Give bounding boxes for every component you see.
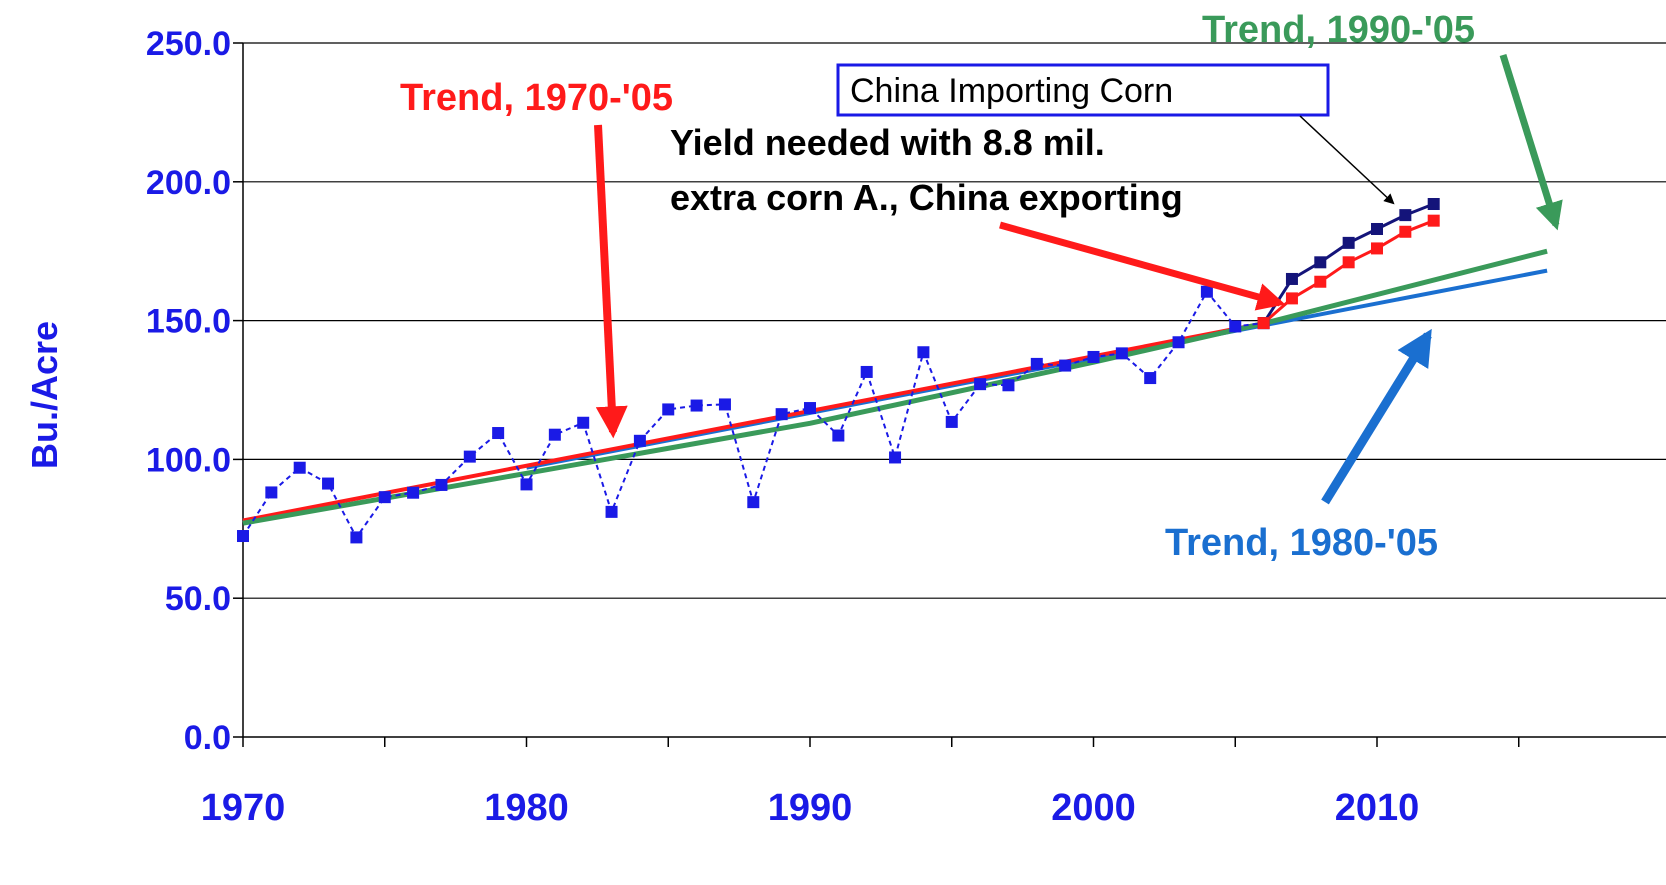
x-tick-label: 2010 — [1335, 787, 1420, 829]
data-point-importing — [1285, 272, 1298, 285]
data-point-actual — [407, 486, 420, 499]
data-point-exporting — [1427, 214, 1440, 227]
y-tick-label: 150.0 — [146, 303, 231, 341]
data-point-importing — [1371, 222, 1383, 235]
data-point-actual — [747, 496, 760, 509]
data-point-actual — [775, 408, 788, 421]
data-point-actual — [378, 491, 391, 504]
data-point-actual — [237, 530, 249, 543]
x-tick-label: 1990 — [768, 787, 853, 829]
data-point-actual — [293, 461, 306, 474]
data-point-actual — [945, 415, 958, 428]
data-point-actual — [577, 416, 590, 429]
data-point-actual — [1229, 320, 1242, 333]
data-point-importing — [1342, 236, 1355, 249]
y-tick-label: 250.0 — [146, 25, 231, 63]
data-point-actual — [860, 365, 873, 378]
gridlines — [243, 42, 1666, 599]
trend-1990-label: Trend, 1990-'05 — [1202, 9, 1475, 51]
annotation-trend-1970: Trend, 1970-'05 — [400, 77, 673, 439]
data-point-actual — [1087, 350, 1100, 363]
data-point-actual — [633, 434, 646, 447]
data-point-exporting — [1399, 225, 1412, 238]
series-line-trend-1990 — [242, 248, 1548, 526]
data-point-actual — [492, 427, 505, 440]
data-point-exporting — [1285, 292, 1298, 305]
data-point-actual — [889, 451, 902, 464]
exporting-label-line2: extra corn A., China exporting — [670, 177, 1183, 218]
exporting-arrow — [999, 221, 1286, 311]
x-tick-label: 1980 — [484, 787, 569, 829]
data-point-exporting — [1342, 256, 1355, 269]
trend-1980-label: Trend, 1980-'05 — [1165, 522, 1438, 564]
exporting-label-line1: Yield needed with 8.8 mil. — [670, 122, 1105, 163]
data-point-importing — [1427, 198, 1440, 211]
y-tick-label: 200.0 — [146, 164, 231, 202]
data-point-actual — [1115, 347, 1128, 360]
data-point-actual — [520, 478, 533, 491]
annotation-importing: China Importing Corn — [836, 63, 1395, 205]
importing-label: China Importing Corn — [850, 72, 1173, 110]
data-point-actual — [322, 477, 335, 490]
annotation-trend-1990: Trend, 1990-'05 — [1202, 9, 1563, 231]
data-point-actual — [917, 346, 930, 359]
data-point-actual — [350, 531, 363, 544]
data-point-actual — [265, 486, 278, 499]
series-line-trend-1970 — [242, 321, 1264, 523]
y-tick-label: 50.0 — [165, 580, 231, 618]
trend-1980-arrow — [1321, 328, 1432, 505]
data-point-exporting — [1314, 275, 1327, 288]
data-point-importing — [1314, 256, 1327, 269]
data-point-actual — [662, 403, 675, 416]
data-point-actual — [1200, 285, 1213, 298]
data-point-exporting — [1371, 242, 1383, 255]
data-point-actual — [435, 478, 448, 491]
data-point-actual — [605, 505, 618, 518]
data-point-actual — [832, 429, 845, 442]
data-point-actual — [1144, 372, 1157, 385]
x-tick-label: 1970 — [201, 787, 286, 829]
data-point-actual — [690, 399, 703, 412]
annotation-trend-1980: Trend, 1980-'05 — [1165, 328, 1438, 564]
data-point-actual — [1002, 379, 1015, 392]
trend-1970-arrow — [594, 124, 628, 439]
data-point-actual — [1059, 359, 1072, 372]
trend-1990-arrow — [1499, 53, 1563, 231]
data-point-actual — [463, 450, 476, 463]
data-point-actual — [1030, 357, 1043, 370]
data-point-actual — [804, 402, 816, 415]
data-point-actual — [1172, 336, 1185, 349]
y-tick-label: 100.0 — [146, 441, 231, 479]
importing-box — [836, 63, 1330, 117]
y-tick-label: 0.0 — [184, 719, 231, 757]
data-point-exporting — [1257, 317, 1270, 330]
data-point-actual — [718, 398, 731, 411]
y-axis-title: Bu./Acre — [24, 321, 65, 469]
data-point-importing — [1399, 209, 1412, 222]
x-tick-label: 2000 — [1051, 787, 1136, 829]
importing-arrow — [1299, 115, 1395, 205]
axes: 0.0 50.0 100.0 150.0 200.0 250.0 1970 1980 1990 2… — [146, 25, 1666, 829]
series-markers — [237, 198, 1440, 544]
annotation-exporting: Yield needed with 8.8 mil. extra corn A.… — [670, 122, 1286, 311]
trend-1970-label: Trend, 1970-'05 — [400, 77, 673, 119]
data-point-actual — [548, 428, 561, 441]
data-point-actual — [974, 378, 987, 391]
